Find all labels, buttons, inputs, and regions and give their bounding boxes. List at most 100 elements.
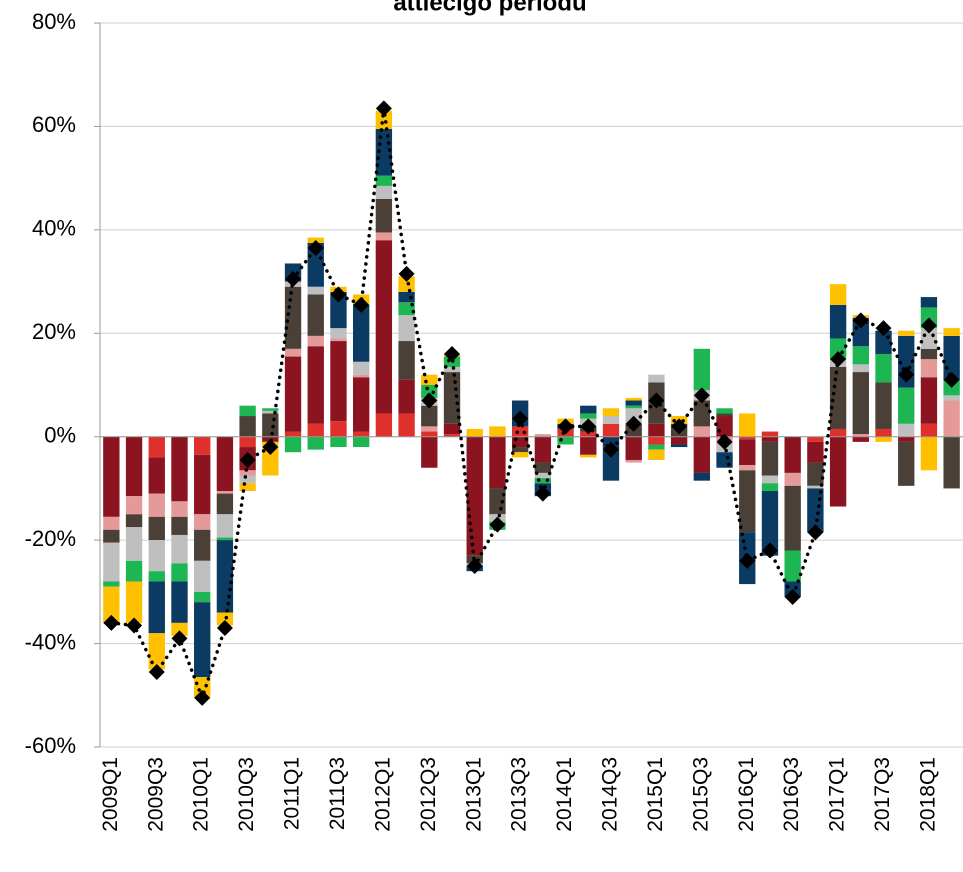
total-line	[109, 108, 954, 704]
bar-segment	[239, 475, 256, 484]
total-marker	[512, 410, 529, 427]
bar-segment	[852, 346, 869, 365]
bar-segment	[375, 198, 393, 233]
bar-segment	[171, 501, 188, 517]
total-marker	[171, 630, 188, 647]
total-marker	[557, 418, 574, 435]
bar-segment	[194, 677, 211, 698]
bar-segment	[852, 372, 869, 435]
bar-segment	[330, 421, 347, 437]
bar-segment	[398, 341, 415, 380]
bar-segment	[807, 485, 824, 489]
bar-segment	[739, 436, 756, 440]
bar-segment	[875, 382, 892, 429]
bar-segment	[852, 364, 869, 373]
bar-segment	[466, 436, 483, 556]
bar-segment	[239, 436, 256, 448]
bar-segment	[784, 485, 801, 551]
bar-segment	[943, 395, 960, 401]
bar-segment	[761, 475, 779, 484]
bar-segment	[103, 436, 120, 517]
y-tick-label: -20%	[25, 526, 76, 551]
bar-segment	[670, 436, 688, 445]
bar-segment	[920, 348, 938, 360]
x-tick-label: 2012Q1	[371, 757, 394, 832]
bar-segment	[239, 470, 256, 476]
bar-segment	[216, 612, 234, 626]
bar-segment	[194, 436, 211, 455]
bar-segment	[284, 356, 302, 432]
x-tick-label: 2016Q1	[735, 757, 758, 832]
bar-segment	[352, 361, 370, 375]
bar-segment	[648, 374, 665, 383]
total-marker	[148, 664, 165, 681]
total-marker	[285, 270, 302, 287]
bar-segment	[648, 449, 665, 460]
bar-segment	[943, 436, 960, 489]
total-marker	[262, 439, 279, 456]
bar-segment	[284, 348, 302, 357]
bar-segment	[920, 377, 938, 424]
bar-segment	[171, 581, 188, 623]
bar-segment	[443, 372, 461, 424]
bar-segment	[352, 377, 370, 432]
bar-segment	[262, 410, 279, 414]
bar-segment	[852, 317, 869, 347]
bar-segment	[171, 622, 188, 636]
bar-segment	[625, 436, 642, 460]
bar-segment	[875, 428, 892, 437]
bar-segment	[670, 444, 688, 448]
bar-segment	[739, 439, 756, 466]
bar-segment	[761, 483, 779, 492]
bar-segment	[216, 537, 234, 541]
bar-segment	[148, 516, 165, 541]
bar-segment	[103, 529, 120, 543]
bar-segment	[216, 493, 234, 515]
x-tick-label: 2014Q1	[553, 757, 576, 832]
bar-segment	[330, 341, 347, 422]
bar-segment	[920, 328, 938, 349]
bar-segment	[103, 586, 120, 623]
total-marker	[943, 371, 960, 388]
chart-title: attiecīgo periodu	[393, 0, 586, 16]
bar-segment	[148, 457, 165, 494]
bar-segment	[943, 400, 960, 437]
bar-segment	[602, 408, 620, 417]
bar-segment	[421, 426, 438, 432]
x-tick-label: 2010Q3	[235, 757, 258, 832]
bar-segment	[761, 491, 779, 556]
bar-segment	[443, 423, 461, 435]
bar-segment	[216, 436, 234, 492]
bar-segment	[125, 436, 143, 497]
bar-segment	[125, 514, 143, 528]
bar-segment	[625, 405, 642, 409]
bar-segment	[602, 423, 620, 437]
y-tick-label: -40%	[25, 629, 76, 654]
bar-segment	[148, 540, 165, 572]
bar-segment	[761, 436, 779, 442]
bar-segment	[171, 534, 188, 564]
x-tick-label: 2015Q1	[644, 757, 667, 832]
bar-segment	[693, 348, 711, 391]
bar-segment	[920, 359, 938, 378]
total-marker	[421, 392, 438, 409]
bar-segment	[807, 441, 824, 463]
bar-segment	[511, 447, 529, 453]
bar-segment	[375, 185, 393, 199]
total-marker	[761, 542, 778, 559]
bar-segment	[693, 472, 711, 481]
x-tick-label: 2015Q3	[689, 757, 712, 832]
bar-segment	[557, 436, 574, 445]
total-marker	[716, 433, 733, 450]
total-marker	[489, 516, 506, 533]
bar-segment	[103, 516, 120, 530]
bar-segment	[375, 413, 393, 437]
total-marker	[625, 415, 642, 432]
bar-segment	[421, 374, 438, 385]
bar-segment	[375, 232, 393, 241]
bar-segment	[307, 335, 324, 347]
bar-segment	[511, 436, 529, 448]
bar-segment	[693, 426, 711, 437]
total-marker	[126, 617, 143, 634]
total-marker	[602, 441, 619, 458]
